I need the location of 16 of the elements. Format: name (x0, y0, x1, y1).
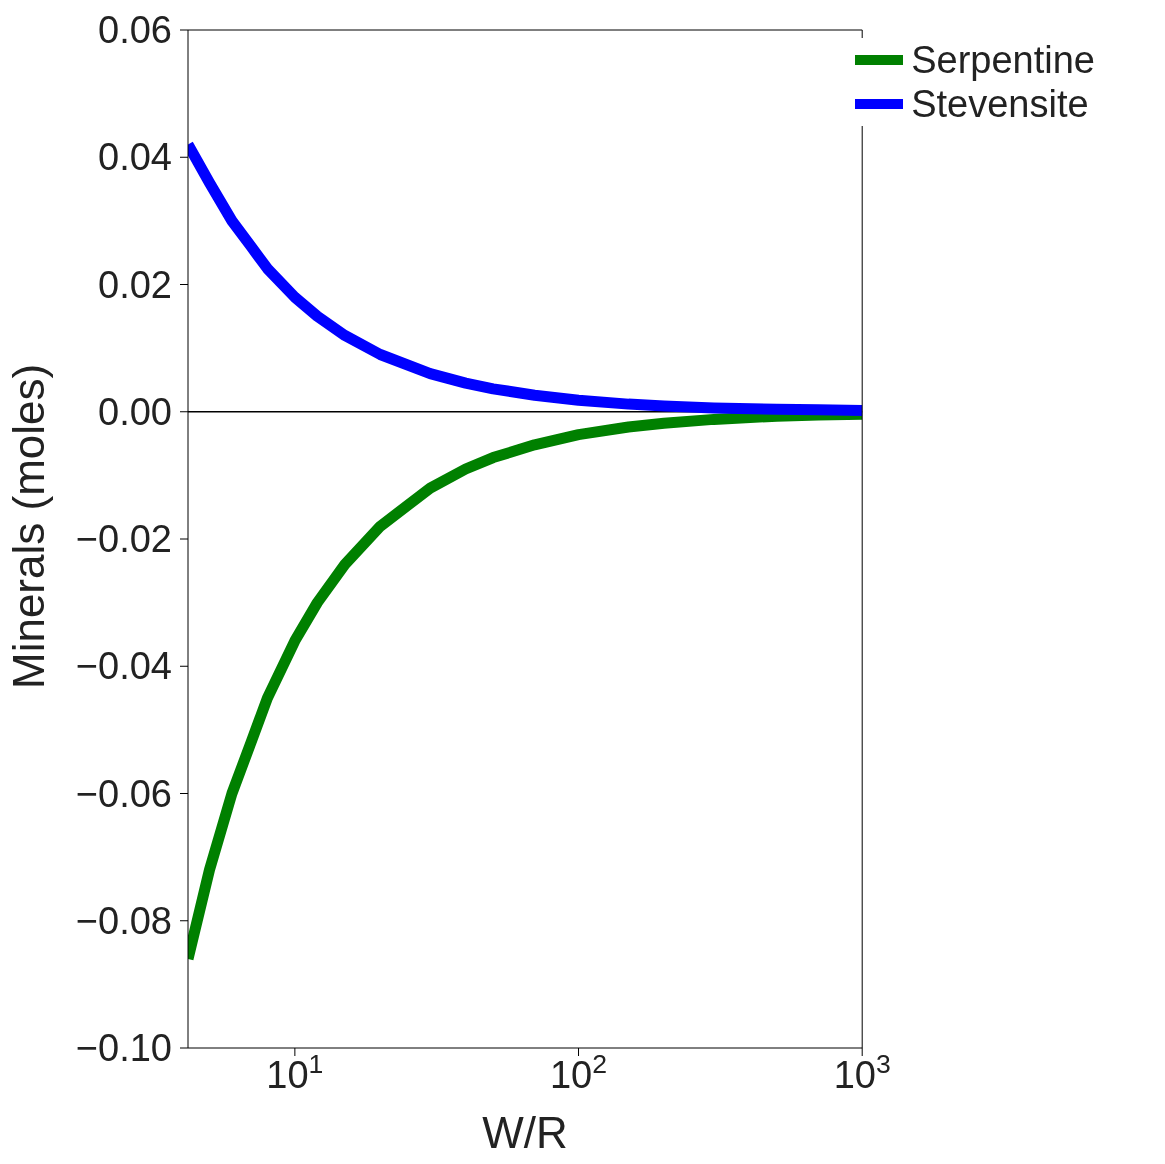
y-tick-label: 0.04 (98, 136, 172, 179)
y-tick-label: −0.08 (75, 899, 172, 942)
y-tick-label: −0.10 (75, 1027, 172, 1069)
y-tick-label: 0.06 (98, 9, 172, 51)
y-tick-label: −0.02 (75, 518, 172, 560)
x-tick-label: 10$^{1}$ (266, 1049, 324, 1096)
x-tick-label: 10$^{2}$ (549, 1049, 608, 1096)
y-axis-title: Minerals (moles) (3, 363, 53, 689)
x-axis-title: W/R (482, 1108, 568, 1157)
y-tick-label: −0.04 (75, 645, 172, 688)
legend-label: Serpentine (911, 38, 1095, 82)
y-tick-label: −0.06 (75, 772, 172, 815)
legend-label: Stevensite (911, 82, 1089, 126)
y-tick-label: 0.02 (98, 263, 172, 306)
y-tick-label: 0.00 (98, 390, 172, 433)
x-tick-label: 10$^{3}$ (833, 1049, 891, 1096)
